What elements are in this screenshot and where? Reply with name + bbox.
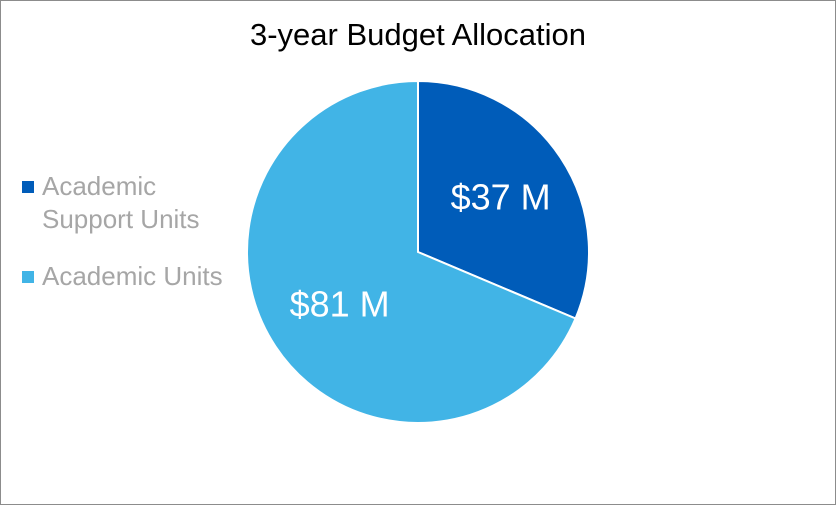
pie-slices	[246, 79, 590, 424]
legend: Academic Support Units Academic Units	[22, 170, 242, 317]
data-label-academic-units: $81 M	[290, 283, 390, 324]
chart-title: 3-year Budget Allocation	[249, 17, 587, 52]
legend-label-academic-support-units: Academic Support Units	[42, 171, 200, 234]
legend-swatch-academic-units	[22, 271, 34, 283]
legend-item-academic-units: Academic Units	[22, 260, 242, 293]
pie-labels: $37 M $81 M	[290, 177, 551, 325]
pie-slice-academic-support-units	[417, 79, 590, 320]
legend-swatch-academic-support-units	[22, 181, 34, 193]
legend-item-academic-support-units: Academic Support Units	[22, 170, 242, 236]
data-label-academic-support-units: $37 M	[451, 177, 551, 218]
pie-slice-academic-units	[246, 79, 577, 424]
legend-label-academic-units: Academic Units	[42, 261, 223, 291]
